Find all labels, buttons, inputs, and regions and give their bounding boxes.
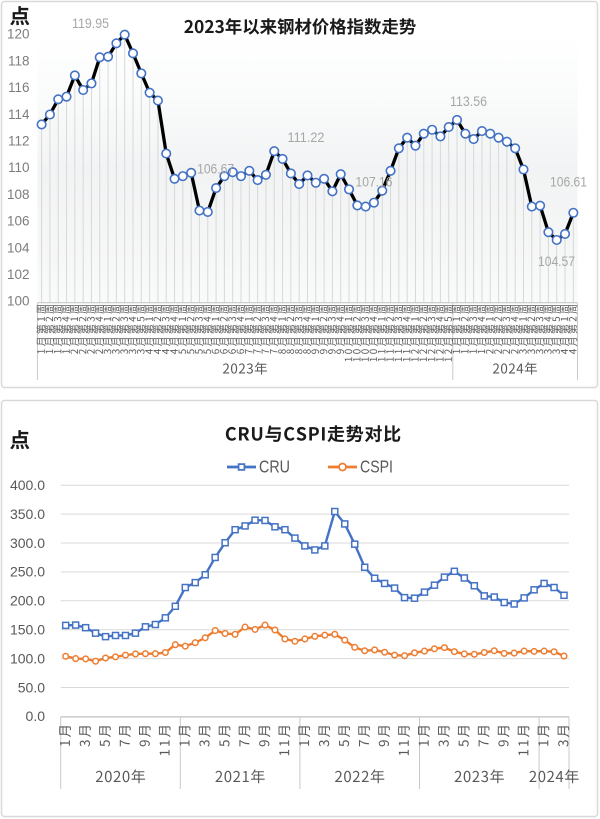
svg-text:110: 110 <box>8 160 30 175</box>
svg-text:100.0: 100.0 <box>10 650 45 666</box>
svg-text:106.61: 106.61 <box>550 174 587 189</box>
svg-text:200.0: 200.0 <box>10 593 45 609</box>
svg-text:106: 106 <box>7 214 30 229</box>
svg-text:250.0: 250.0 <box>10 564 45 580</box>
svg-text:116: 116 <box>8 80 30 95</box>
svg-text:350.0: 350.0 <box>10 506 45 522</box>
svg-text:113.56: 113.56 <box>450 94 487 109</box>
svg-text:108: 108 <box>7 187 30 202</box>
svg-text:102: 102 <box>7 267 30 282</box>
svg-text:CRU: CRU <box>259 457 290 477</box>
svg-text:104: 104 <box>7 240 30 255</box>
svg-text:120: 120 <box>7 27 30 42</box>
svg-text:119.95: 119.95 <box>72 16 109 31</box>
svg-text:106.67: 106.67 <box>197 162 234 177</box>
svg-text:0.0: 0.0 <box>26 708 46 724</box>
svg-text:100: 100 <box>7 294 30 309</box>
svg-text:112: 112 <box>8 134 30 149</box>
svg-text:111.22: 111.22 <box>288 130 325 145</box>
svg-text:300.0: 300.0 <box>10 535 45 551</box>
svg-text:400.0: 400.0 <box>10 477 45 493</box>
svg-text:107.16: 107.16 <box>356 175 393 190</box>
svg-text:104.57: 104.57 <box>538 254 575 269</box>
svg-text:CSPI: CSPI <box>360 457 393 477</box>
svg-text:114: 114 <box>8 107 30 122</box>
svg-text:118: 118 <box>8 53 30 68</box>
svg-text:150.0: 150.0 <box>10 622 45 638</box>
svg-text:50.0: 50.0 <box>18 679 45 695</box>
